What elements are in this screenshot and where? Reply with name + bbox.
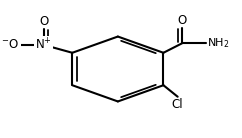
- Text: NH$_2$: NH$_2$: [207, 36, 229, 50]
- Text: N$^{+}$: N$^{+}$: [35, 37, 52, 52]
- Text: O: O: [39, 15, 48, 28]
- Text: O: O: [177, 14, 187, 27]
- Text: Cl: Cl: [172, 98, 183, 111]
- Text: $^{-}$O: $^{-}$O: [1, 38, 19, 51]
